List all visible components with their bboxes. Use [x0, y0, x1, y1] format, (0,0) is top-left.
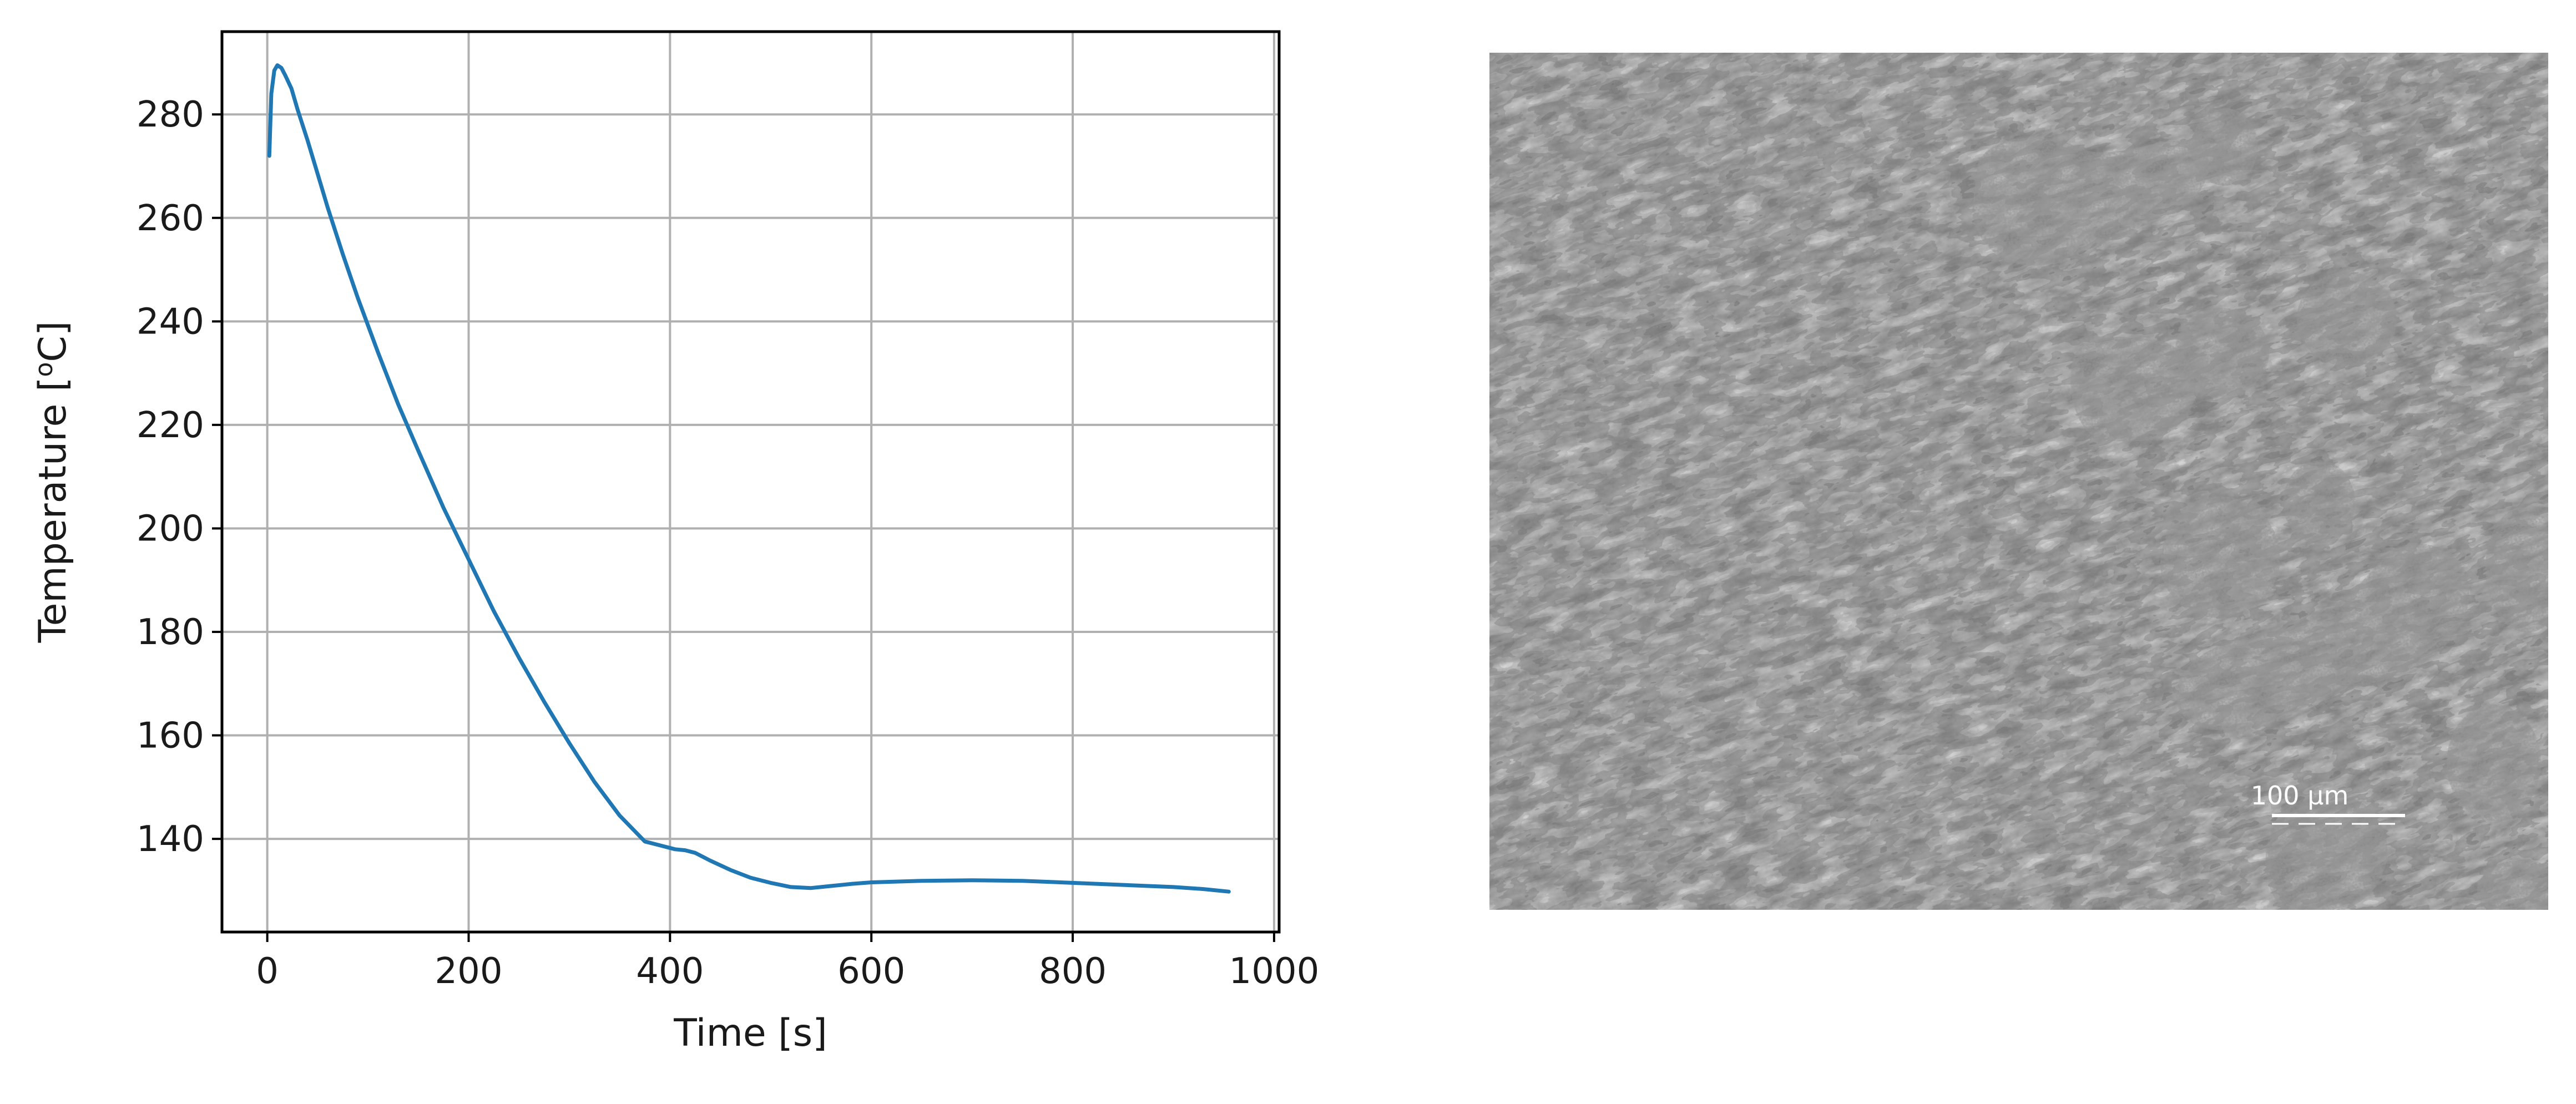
y-axis-title-superscript: o: [30, 362, 58, 377]
y-tick-label: 140: [137, 819, 204, 860]
plot-frame: [220, 30, 1281, 934]
micrograph-texture: 100 µm: [1489, 53, 2548, 910]
y-tick-label: 240: [137, 301, 204, 342]
temperature-line: [267, 63, 1231, 894]
y-tick-label: 160: [137, 716, 204, 757]
x-tick-label: 800: [1039, 951, 1107, 992]
x-axis-title: Time [s]: [673, 1011, 827, 1055]
particle: [1972, 138, 2209, 266]
scale-bar: 100 µm: [2251, 781, 2405, 825]
particle: [2297, 272, 2397, 366]
temperature-time-chart: 0 200 400 600 800 1000 140 160 180 200 220 240 260 28…: [30, 30, 1320, 1055]
particle: [2175, 308, 2269, 397]
y-axis-title: Temperature [oC]: [30, 321, 75, 644]
particle: [2070, 337, 2195, 442]
particle: [2176, 543, 2469, 731]
particle: [2160, 496, 2280, 618]
particle: [2477, 860, 2548, 910]
particle: [2447, 705, 2541, 821]
series-layer: [267, 63, 1231, 894]
x-tick-label: 600: [837, 951, 905, 992]
x-tick-label: 400: [636, 951, 704, 992]
y-axis-title-unit: C]: [31, 321, 75, 362]
particle: [2486, 505, 2548, 632]
particle: [2265, 793, 2387, 910]
y-tick-label: 180: [137, 612, 204, 653]
y-tick-label: 260: [137, 198, 204, 239]
grid: [222, 32, 1279, 932]
micrograph-image: 100 µm: [1489, 53, 2548, 910]
y-tick-label: 220: [137, 405, 204, 446]
x-tick-label: 0: [256, 951, 279, 992]
x-tick-label: 1000: [1229, 951, 1319, 992]
scale-bar-label: 100 µm: [2251, 781, 2349, 811]
x-tick-label: 200: [435, 951, 502, 992]
axis-ticks: 0 200 400 600 800 1000 140 160 180 200 220 240 260 28…: [137, 94, 1320, 992]
y-axis-title-main: Temperature [: [31, 377, 75, 644]
primary-phase-particles: [1972, 108, 2548, 910]
y-tick-label: 200: [137, 508, 204, 549]
particle: [2191, 108, 2258, 186]
y-tick-label: 280: [137, 94, 204, 135]
particle: [2283, 460, 2355, 544]
